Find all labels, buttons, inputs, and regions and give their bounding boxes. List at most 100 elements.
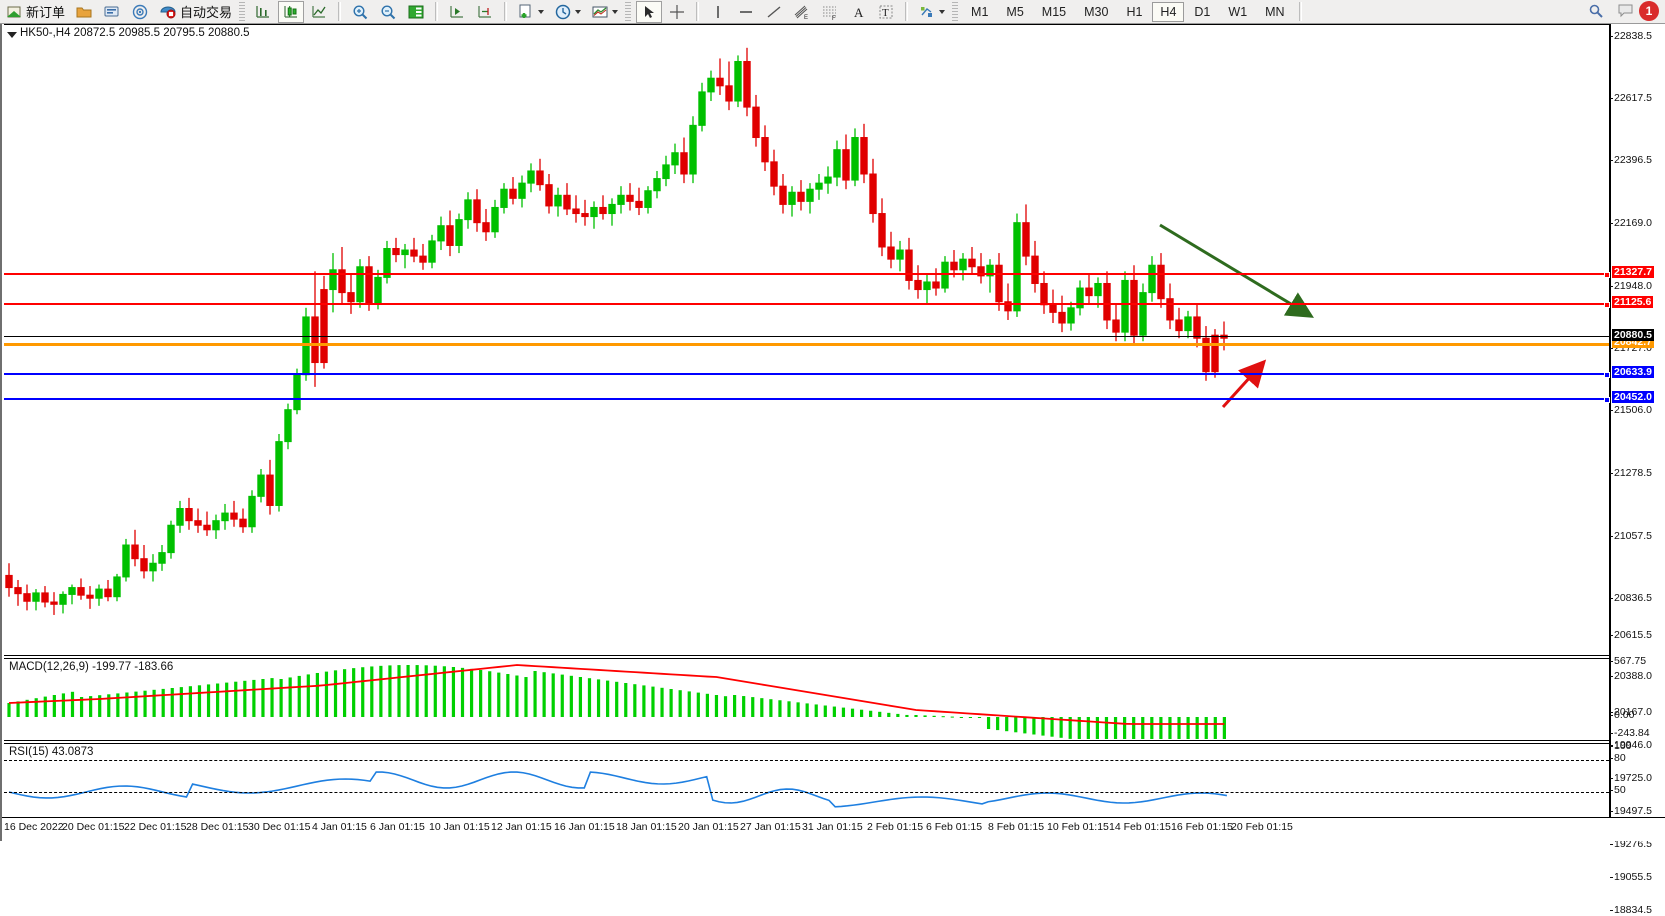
- macd-histogram-bar: [823, 705, 827, 717]
- equidistant-channel-button[interactable]: E: [789, 1, 815, 23]
- fibonacci-button[interactable]: F: [817, 1, 843, 23]
- bar-chart-button[interactable]: [250, 1, 276, 23]
- macd-histogram-bar: [70, 691, 75, 717]
- template-chevron-down-icon[interactable]: [538, 9, 545, 14]
- level-line-resistance-2[interactable]: [4, 302, 1610, 308]
- candle-body: [563, 194, 571, 210]
- objects-chevron-down-icon[interactable]: [939, 9, 946, 14]
- line-chart-button[interactable]: [306, 1, 332, 23]
- cursor-button[interactable]: [636, 0, 663, 23]
- trendline-button[interactable]: [761, 1, 787, 23]
- macd-histogram-bar: [923, 715, 927, 717]
- macd-histogram-bar: [469, 668, 474, 717]
- timeframe-d1[interactable]: D1: [1194, 4, 1211, 19]
- scroll-end-button[interactable]: [444, 1, 470, 23]
- toolbar-grip-3[interactable]: [952, 2, 959, 21]
- timeframe-w1[interactable]: W1: [1228, 4, 1248, 19]
- macd-histogram-bar: [424, 665, 428, 717]
- macd-histogram-bar: [887, 712, 891, 717]
- level-line-resistance-1[interactable]: [4, 272, 1610, 278]
- price-level-label-black-line[interactable]: 20880.5: [1612, 329, 1654, 341]
- level-line-pivot[interactable]: [4, 343, 1609, 346]
- level-line-support-1[interactable]: [4, 372, 1610, 378]
- zoom-out-button[interactable]: [375, 1, 401, 23]
- objects-button[interactable]: [914, 1, 949, 23]
- timeframe-m30[interactable]: M30: [1084, 4, 1109, 19]
- macd-label: MACD(12,26,9) -199.77 -183.66: [9, 661, 174, 673]
- macd-histogram-bar: [406, 665, 410, 717]
- toolbar-grip-1[interactable]: [239, 2, 246, 21]
- template-button[interactable]: [513, 1, 548, 23]
- candle-body: [437, 225, 445, 242]
- macd-histogram-bar: [179, 687, 183, 717]
- horizontal-line-button[interactable]: [733, 1, 759, 23]
- macd-histogram-bar: [25, 699, 29, 717]
- folder-button[interactable]: [71, 1, 97, 23]
- macd-histogram-bar: [433, 665, 437, 717]
- indicator-icon: [591, 3, 609, 21]
- toolbar-grip-2[interactable]: [625, 2, 632, 21]
- signal-button[interactable]: [127, 1, 153, 23]
- macd-histogram-bar: [1141, 717, 1145, 739]
- notification-badge[interactable]: 1: [1639, 1, 1659, 21]
- macd-histogram-bar: [1195, 717, 1199, 739]
- level-line-black[interactable]: [4, 336, 1609, 337]
- macd-histogram-bar: [669, 689, 673, 717]
- shift-end-button[interactable]: [472, 1, 498, 23]
- symbol-dropdown-caret-icon[interactable]: [7, 32, 17, 38]
- level-handle[interactable]: [1604, 372, 1610, 378]
- shift-end-icon: [476, 3, 494, 21]
- indicator-button[interactable]: [587, 1, 622, 23]
- macd-pane[interactable]: MACD(12,26,9) -199.77 -183.66: [4, 658, 1609, 741]
- candle-body: [104, 588, 112, 598]
- level-handle[interactable]: [1604, 302, 1610, 308]
- autotrading-button[interactable]: 自动交易: [155, 1, 236, 23]
- macd-histogram-bar: [333, 670, 338, 717]
- macd-histogram-bar: [633, 684, 637, 717]
- new-order-button[interactable]: 新订单: [1, 1, 69, 23]
- candle-body: [1022, 222, 1030, 257]
- period-chevron-down-icon[interactable]: [575, 9, 582, 14]
- price-level-label-support-2[interactable]: 20452.0: [1612, 391, 1654, 403]
- candle-body: [1211, 334, 1219, 373]
- price-level-label-resistance-2[interactable]: 21125.6: [1612, 296, 1654, 308]
- chart-canvas[interactable]: MACD(12,26,9) -199.77 -183.66 RSI(15) 43…: [4, 24, 1610, 841]
- macd-histogram-bar: [705, 693, 709, 717]
- terminal-button[interactable]: [99, 1, 125, 23]
- candlestick-chart-button[interactable]: [278, 0, 305, 23]
- candle-body: [1184, 316, 1192, 332]
- zoom-in-button[interactable]: [347, 1, 373, 23]
- search-button[interactable]: [1587, 2, 1605, 25]
- autotrading-icon: [159, 3, 177, 21]
- level-handle[interactable]: [1604, 397, 1610, 403]
- timeframe-h4[interactable]: H4: [1152, 1, 1185, 22]
- label-button[interactable]: T: [873, 1, 899, 23]
- candle-body: [1193, 316, 1201, 339]
- price-level-label-support-1[interactable]: 20633.9: [1612, 366, 1654, 378]
- price-pane[interactable]: [4, 25, 1610, 656]
- vertical-line-button[interactable]: [705, 1, 731, 23]
- candle-body: [374, 276, 382, 304]
- time-axis[interactable]: 16 Dec 2022 20 Dec 01:15 22 Dec 01:15 28 De…: [2, 817, 1665, 841]
- level-handle[interactable]: [1604, 272, 1610, 278]
- notifications-button[interactable]: [1617, 2, 1635, 25]
- new-order-label: 新订单: [26, 5, 66, 20]
- macd-histogram-bar: [288, 677, 292, 717]
- time-tick: 28 Dec 01:15: [186, 821, 249, 833]
- timeframe-h1[interactable]: H1: [1126, 4, 1143, 19]
- price-tick: 21948.0: [1610, 280, 1652, 292]
- period-button[interactable]: [550, 1, 585, 23]
- level-line-support-2[interactable]: [4, 397, 1610, 403]
- timeframe-mn[interactable]: MN: [1265, 4, 1285, 19]
- price-level-label-resistance-1[interactable]: 21327.7: [1612, 266, 1654, 278]
- candle-body: [86, 594, 94, 599]
- indicator-chevron-down-icon[interactable]: [612, 9, 619, 14]
- timeframe-m1[interactable]: M1: [971, 4, 989, 19]
- grid-button[interactable]: [403, 1, 429, 23]
- timeframe-m15[interactable]: M15: [1041, 4, 1067, 19]
- text-button[interactable]: A: [845, 1, 871, 23]
- crosshair-button[interactable]: [664, 1, 690, 23]
- price-axis[interactable]: 22838.5 22617.5 22396.5 22169.0 21948.0 21727…: [1609, 24, 1665, 916]
- time-tick: 8 Feb 01:15: [988, 821, 1045, 833]
- timeframe-m5[interactable]: M5: [1006, 4, 1024, 19]
